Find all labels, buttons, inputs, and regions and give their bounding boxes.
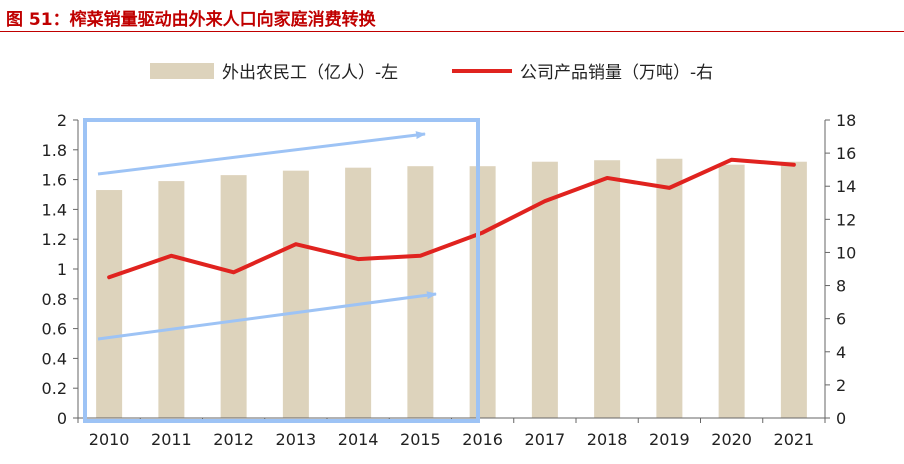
x-tick-label: 2021 [774,430,815,449]
x-tick-label: 2019 [649,430,690,449]
right-tick-label: 10 [836,243,856,262]
bar-2020 [718,164,745,418]
line-point-2013 [294,242,298,246]
right-tick-label: 6 [836,310,846,329]
left-tick-label: 1.6 [42,171,67,190]
x-tick-label: 2010 [89,430,130,449]
bar-2011 [158,181,185,418]
x-tick-label: 2020 [711,430,752,449]
left-tick-label: 1 [57,260,67,279]
bar-2014 [345,167,372,418]
x-tick-label: 2018 [587,430,628,449]
figure-title: 图 51：榨菜销量驱动由外来人口向家庭消费转换 [6,10,376,30]
line-point-2020 [730,158,734,162]
left-tick-label: 1.4 [42,200,67,219]
line-point-2016 [481,231,485,235]
x-tick-label: 2012 [213,430,254,449]
axes-layer: 0 0.2 0.4 0.6 0.8 1 1.2 1.4 1.6 1.8 2 0 2 4 6 8 10 12 14 16… [42,111,857,449]
left-tick-label: 2 [57,111,67,130]
left-tick-label: 1.8 [42,141,67,160]
trend-arrow-upper [97,131,426,176]
right-tick-label: 8 [836,277,846,296]
line-layer [107,157,796,280]
bar-2012 [220,175,247,418]
left-tick-label: 1.2 [42,230,67,249]
left-tick-label: 0 [57,409,67,428]
bar-2018 [594,160,621,419]
line-point-2012 [232,270,236,274]
left-tick-label: 0.6 [42,320,67,339]
trend-arrow-lower [97,291,437,341]
line-point-2019 [667,186,671,190]
x-tick-label: 2015 [400,430,441,449]
bar-2016 [469,166,496,418]
annotation-layer [83,118,480,423]
x-tick-label: 2011 [151,430,192,449]
right-tick-label: 14 [836,177,856,196]
legend-swatch-bar [150,63,214,79]
bar-2015 [407,166,434,418]
legend-label-line: 公司产品销量（万吨）-右 [520,63,713,83]
highlight-box [83,118,480,423]
bars-layer [96,158,807,419]
x-tick-label: 2016 [462,430,503,449]
right-tick-label: 2 [836,376,846,395]
bar-2010 [96,190,123,418]
series-line-sales [107,157,796,280]
right-tick-label: 16 [836,144,856,163]
bar-2019 [656,158,683,419]
line-point-2015 [418,254,422,258]
bar-2021 [780,161,807,418]
left-tick-label: 0.4 [42,349,67,368]
line-point-2021 [792,163,796,167]
line-point-2010 [107,275,111,279]
right-tick-label: 18 [836,111,856,130]
line-point-2014 [356,257,360,261]
line-point-2018 [605,176,609,180]
left-tick-label: 0.2 [42,379,67,398]
line-point-2011 [169,254,173,258]
title-rule [0,31,904,32]
x-tick-label: 2014 [338,430,379,449]
right-tick-label: 0 [836,409,846,428]
right-tick-label: 12 [836,210,856,229]
bar-2013 [282,170,309,418]
line-point-2017 [543,199,547,203]
x-tick-label: 2013 [276,430,317,449]
x-tick-label: 2017 [525,430,566,449]
legend: 外出农民工（亿人）-左 公司产品销量（万吨）-右 [150,63,713,83]
right-tick-label: 4 [836,343,846,362]
legend-label-bar: 外出农民工（亿人）-左 [222,63,398,83]
left-tick-label: 0.8 [42,290,67,309]
